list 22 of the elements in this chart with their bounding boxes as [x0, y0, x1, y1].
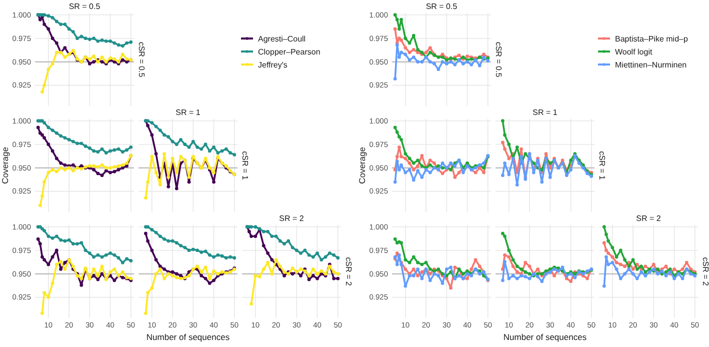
legend-label: Jeffrey's: [258, 60, 288, 70]
text: cSR = 0.5: [494, 42, 503, 78]
chart-title: SR = 0.5: [426, 2, 458, 11]
x-axis-title: Number of sequences: [146, 332, 230, 342]
text: cSR = 0.5: [137, 42, 146, 78]
legend-label: Woolf logit: [615, 48, 653, 56]
legend-label: Clopper–Pearson: [258, 48, 320, 56]
x-axis-title: Number of sequences: [503, 332, 587, 342]
legend-label: Agresti–Coull: [258, 34, 306, 44]
text: cSR = 2: [701, 257, 709, 286]
y-axis-title: Coverage: [0, 146, 10, 184]
text: cSR = 1: [240, 151, 250, 180]
y-axis-title: Coverage: [357, 146, 367, 184]
legend-label: Miettinen–Nurminen: [615, 60, 687, 70]
chart-title: SR = 2: [636, 214, 662, 223]
chart-title: SR = 1: [176, 108, 201, 117]
legend-label: Baptista–Pike mid–p: [615, 34, 688, 44]
text: cSR = 2: [344, 257, 353, 286]
chart-title: SR = 2: [279, 214, 304, 223]
text: cSR = 1: [598, 151, 606, 180]
chart-title: SR = 0.5: [68, 2, 101, 11]
chart-title: SR = 1: [532, 108, 558, 117]
